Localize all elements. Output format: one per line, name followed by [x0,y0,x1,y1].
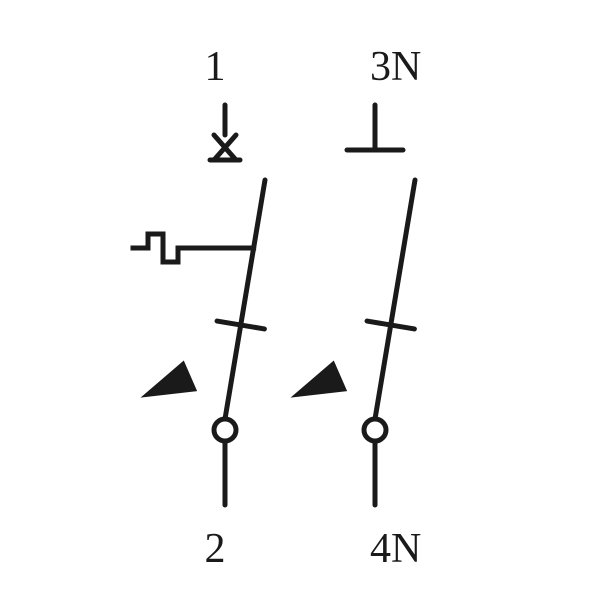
terminal-label-1: 1 [205,44,226,90]
schematic-lines [133,105,415,505]
terminal-label-3n: 3N [370,44,421,90]
circuit-breaker-schematic: 1 3N 2 4N [0,0,600,600]
terminal-label-4n: 4N [370,526,421,572]
terminal-label-2: 2 [205,526,226,572]
